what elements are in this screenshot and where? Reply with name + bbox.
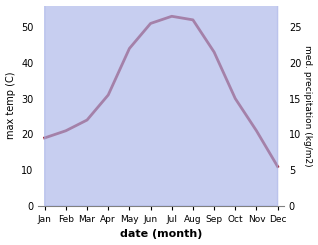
Y-axis label: med. precipitation (kg/m2): med. precipitation (kg/m2) bbox=[303, 45, 313, 167]
Y-axis label: max temp (C): max temp (C) bbox=[5, 72, 16, 139]
X-axis label: date (month): date (month) bbox=[120, 230, 202, 239]
